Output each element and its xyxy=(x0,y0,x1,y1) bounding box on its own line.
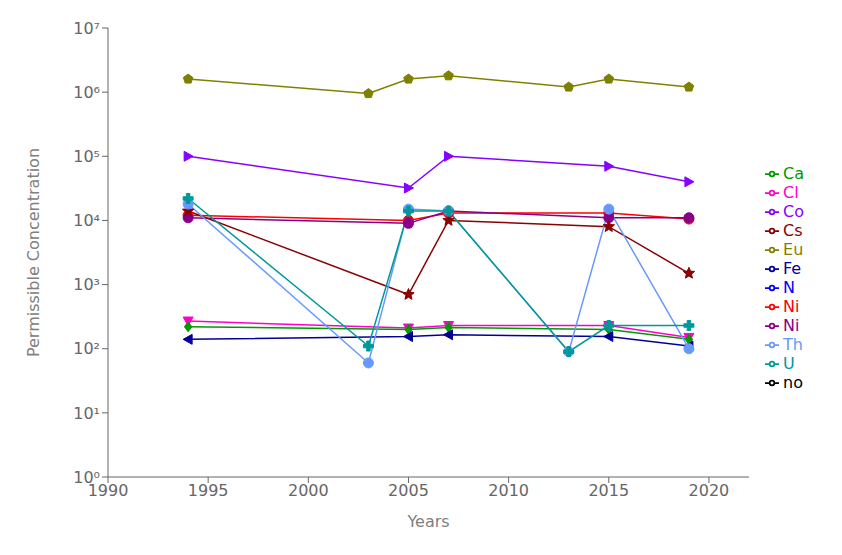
svg-text:1990: 1990 xyxy=(87,481,129,501)
svg-text:Years: Years xyxy=(406,512,449,531)
svg-text:2005: 2005 xyxy=(388,481,429,500)
svg-text:10⁷: 10⁷ xyxy=(73,19,100,38)
html-text:Eu: Eu xyxy=(783,239,804,259)
svg-text:10³: 10³ xyxy=(73,275,100,294)
html-text:Ni: Ni xyxy=(783,315,800,335)
html-text:no: no xyxy=(783,372,803,392)
svg-text:2000: 2000 xyxy=(288,481,329,500)
html-text:Cs: Cs xyxy=(783,220,803,240)
html-text:Th: Th xyxy=(783,334,803,354)
html-text:Ni: Ni xyxy=(783,296,800,316)
svg-text:10⁵: 10⁵ xyxy=(73,147,100,166)
html-text:Fe: Fe xyxy=(783,258,802,278)
html-text:Ca: Ca xyxy=(783,163,804,183)
html-text:U: U xyxy=(783,353,795,373)
svg-text:1995: 1995 xyxy=(188,481,229,500)
html-text:Cl: Cl xyxy=(783,182,799,202)
html-text:Co: Co xyxy=(783,201,804,221)
svg-text:10⁴: 10⁴ xyxy=(73,211,100,230)
svg-text:Permissible Concentration: Permissible Concentration xyxy=(24,148,43,357)
svg-text:10⁰: 10⁰ xyxy=(73,468,100,487)
svg-text:10²: 10² xyxy=(73,339,100,358)
svg-text:2010: 2010 xyxy=(488,481,529,500)
svg-text:2015: 2015 xyxy=(588,481,629,500)
html-text:N: N xyxy=(783,277,795,297)
svg-text:10¹: 10¹ xyxy=(73,404,100,423)
svg-text:10⁶: 10⁶ xyxy=(73,83,100,102)
svg-text:2020: 2020 xyxy=(689,481,730,500)
